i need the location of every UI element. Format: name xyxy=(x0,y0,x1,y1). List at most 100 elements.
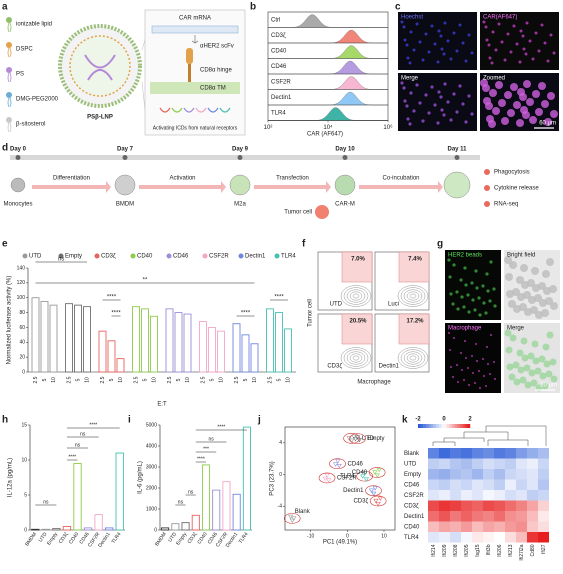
colorbar-tick-label: -2 xyxy=(415,417,421,423)
cell-dot xyxy=(472,372,474,374)
row-label: Blank xyxy=(404,451,420,457)
bar xyxy=(83,527,93,531)
cell-dot xyxy=(485,102,493,110)
colorbar-cell xyxy=(420,424,424,428)
cell-dot xyxy=(456,307,460,311)
image-label: Hoechst xyxy=(401,15,423,21)
cell-dot xyxy=(460,352,462,354)
sample-name: Dectin1 xyxy=(379,364,400,370)
cell-dot xyxy=(506,32,510,36)
point xyxy=(324,473,330,478)
cell-dot xyxy=(504,256,512,264)
row-label: CD3ζ xyxy=(271,33,286,39)
heat-cell xyxy=(439,500,450,511)
cell-dot xyxy=(482,301,486,305)
panel-label: e xyxy=(2,239,8,250)
cell-dot xyxy=(528,296,536,304)
bar xyxy=(199,321,207,373)
cell-dot xyxy=(433,42,437,46)
y-axis-label: PC3 (23.7%) xyxy=(270,461,276,495)
sig-label: *** xyxy=(203,446,209,452)
legend-swatch xyxy=(6,17,12,23)
heat-cell xyxy=(538,458,549,469)
cell-dot xyxy=(523,364,531,372)
cell-dot xyxy=(535,311,543,319)
heat-cell xyxy=(450,521,461,532)
bar xyxy=(241,334,250,373)
cell-dot xyxy=(450,366,452,368)
bar xyxy=(161,527,170,531)
cell-dot xyxy=(405,43,409,47)
cell-dot xyxy=(506,290,514,298)
point xyxy=(360,474,366,479)
heat-cell xyxy=(428,511,439,522)
point xyxy=(335,459,341,464)
cell-dot xyxy=(457,381,459,383)
x-tick-label: 5 xyxy=(243,378,249,381)
cell-dot xyxy=(452,31,456,35)
heat-cell xyxy=(483,532,494,543)
x-axis-label: CAR (AF647) xyxy=(307,132,343,138)
cell-dot xyxy=(409,91,413,95)
cell-dot xyxy=(545,370,553,378)
cell-dot xyxy=(508,373,516,381)
x-tick-label: BMDM xyxy=(24,531,38,547)
cell-dot xyxy=(412,109,416,113)
legend-swatch xyxy=(130,253,136,259)
bar xyxy=(183,313,192,373)
point xyxy=(349,438,355,444)
legend-label: TLR4 xyxy=(281,254,296,260)
cell-dot xyxy=(524,381,532,389)
x-tick-label: 2.5 xyxy=(234,376,240,383)
heat-cell xyxy=(527,521,538,532)
cell-dot xyxy=(540,23,544,27)
y-tick-label: 140 xyxy=(17,265,26,271)
legend-swatch xyxy=(6,42,12,48)
cell-dot xyxy=(475,286,479,290)
cell-dot xyxy=(440,108,444,112)
day-label: Day 7 xyxy=(117,147,134,153)
colorbar-cell xyxy=(438,424,442,428)
heat-cell xyxy=(494,532,505,543)
heat-cell xyxy=(472,511,483,522)
heat-cell xyxy=(439,458,450,469)
heat-cell xyxy=(483,469,494,480)
cell-dot xyxy=(528,369,536,377)
cell-dot xyxy=(535,108,543,116)
x-tick-label: -10 xyxy=(307,533,314,539)
bar xyxy=(284,328,292,373)
cell-dot xyxy=(449,118,453,122)
cell-dot xyxy=(474,382,476,384)
contour xyxy=(346,351,366,365)
cell-dot xyxy=(500,40,504,44)
heat-cell xyxy=(450,448,461,459)
point xyxy=(322,476,328,482)
plot-frame xyxy=(284,426,396,531)
heat-cell xyxy=(450,458,461,469)
heat-cell xyxy=(494,479,505,490)
point xyxy=(352,437,358,442)
x-tick-label: 2.5 xyxy=(100,376,106,383)
bar xyxy=(232,493,241,531)
contour xyxy=(340,285,372,307)
x-tick-label: 0 xyxy=(346,533,349,539)
part-label: CD8α TM xyxy=(200,86,226,92)
image-label: Merge xyxy=(401,76,419,82)
colorbar-cell xyxy=(464,424,468,428)
heat-cell xyxy=(428,479,439,490)
heat-cell xyxy=(505,469,516,480)
bar xyxy=(116,358,125,373)
column-label: Ifi209 xyxy=(442,544,448,556)
x-tick-label: TLR4 xyxy=(111,531,123,545)
heat-cell xyxy=(483,448,494,459)
dendrogram xyxy=(432,425,547,446)
point xyxy=(377,496,383,501)
gate xyxy=(398,313,430,345)
y-tick-label: 5000 xyxy=(146,422,157,428)
cell-icon xyxy=(334,174,356,196)
heat-cell xyxy=(538,521,549,532)
heat-cell xyxy=(428,490,439,501)
group-ellipse xyxy=(349,433,366,444)
image-label: HER2 beads xyxy=(448,253,482,259)
cell-dot xyxy=(526,98,534,106)
